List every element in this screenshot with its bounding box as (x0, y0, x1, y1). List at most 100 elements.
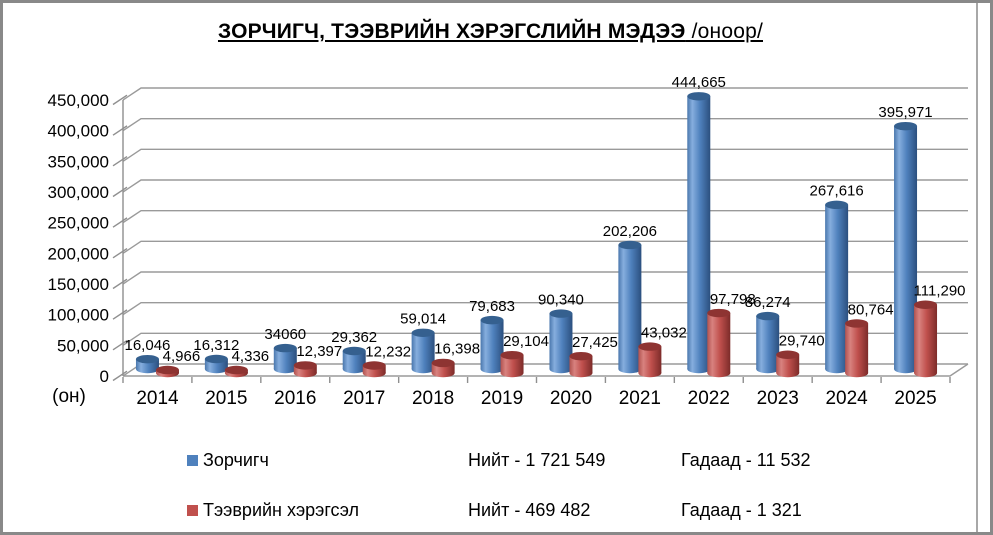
bar-top-s1-2019 (500, 350, 524, 360)
bar-body-s0-2019 (480, 320, 504, 369)
x-category-label: 2016 (274, 388, 316, 409)
bar-top-s0-2022 (687, 92, 711, 101)
bar-body-s1-2025 (914, 304, 938, 373)
data-label: 111,290 (914, 283, 966, 300)
x-category-label: 2015 (205, 388, 247, 409)
bar-body-s1-2022 (707, 313, 731, 373)
bar-body-s0-2017 (342, 350, 366, 369)
bar-body-s1-2020 (569, 356, 593, 373)
y-axis-tick-label: 100,000 (48, 306, 109, 325)
bar-top-s1-2017 (362, 361, 386, 370)
bar-chart-plot: 0 50,000 100,000 150,000 200,000 250,000 300,0… (48, 74, 969, 409)
gridline (122, 87, 968, 101)
data-label: 90,340 (538, 291, 584, 308)
bar-top-s1-2020 (569, 351, 593, 361)
bar-body-s1-2023 (776, 354, 800, 373)
bar-body-s0-2023 (756, 316, 780, 369)
y-axis-tick-label: 150,000 (48, 275, 109, 294)
bar-body-s0-2022 (687, 96, 711, 370)
x-category-label: 2020 (550, 388, 592, 409)
bar-body-s1-2019 (500, 355, 524, 373)
bar-top-s0-2017 (342, 346, 366, 356)
bar-body-s1-2021 (638, 346, 662, 373)
x-category-label: 2024 (825, 388, 868, 409)
y-axis-tick (112, 309, 128, 320)
y-axis-tick-label: 400,000 (48, 122, 109, 141)
bar-body-s0-2025 (894, 126, 918, 369)
bar-top-s0-2019 (480, 315, 504, 325)
bar-body-s1-2018 (431, 362, 455, 373)
data-label: 12,232 (365, 343, 411, 360)
y-axis-tick-label: 350,000 (48, 152, 109, 171)
x-axis-unit-label: (он) (52, 386, 86, 407)
x-category-label: 2014 (136, 388, 179, 409)
x-category-label: 2018 (412, 388, 454, 409)
legend-foreign-value: Гадаад - 11 532 (681, 450, 811, 470)
x-category-label: 2025 (894, 388, 936, 409)
legend-total-value: Нийт - 1 721 549 (468, 450, 606, 470)
y-axis-tick (112, 370, 128, 382)
y-axis-tick (112, 94, 128, 106)
bar-top-s1-2014 (155, 365, 179, 375)
chart-title-main: ЗОРЧИГЧ, ТЭЭВРИЙН ХЭРЭГСЛИЙН МЭДЭЭ (217, 20, 686, 43)
data-label: 79,683 (469, 298, 515, 315)
bar-top-s0-2015 (204, 354, 228, 364)
bar-top-s1-2022 (707, 308, 731, 318)
data-label: 202,206 (603, 223, 657, 240)
data-label: 29,740 (779, 333, 825, 350)
data-label: 4,336 (232, 348, 270, 365)
bar-top-s0-2021 (618, 240, 642, 250)
chart-title-suffix: /оноор/ (685, 20, 763, 43)
data-label: 16,046 (125, 337, 171, 354)
y-axis-tick-label: 0 (100, 367, 109, 386)
data-label: 43,032 (641, 324, 687, 341)
y-axis-tick-label: 200,000 (48, 244, 109, 263)
bar-body-s0-2024 (825, 204, 849, 369)
data-label: 4,966 (163, 348, 201, 365)
data-label: 59,014 (400, 311, 446, 328)
legend-label: Тээврийн хэрэгсэл (203, 500, 360, 520)
chart-title: ЗОРЧИГЧ, ТЭЭВРИЙН ХЭРЭГСЛИЙН МЭДЭЭ /оноо… (3, 20, 978, 44)
data-label: 267,616 (810, 183, 864, 200)
bar-body-s0-2014 (135, 359, 159, 369)
gridline (122, 117, 968, 132)
chart-right-edge-divider (976, 3, 978, 532)
bar-top-s1-2015 (224, 365, 248, 375)
data-label: 444,665 (672, 74, 726, 91)
y-axis-tick (112, 125, 128, 136)
bar-top-s1-2018 (431, 358, 455, 368)
floor-front-edge (123, 363, 969, 377)
bar-body-s0-2016 (273, 348, 297, 369)
data-label: 86,274 (745, 294, 791, 311)
y-axis-tick-label: 50,000 (57, 336, 109, 355)
legend-row-passengers: Зорчигч Нийт - 1 721 549 Гадаад - 11 532 (3, 450, 978, 476)
data-label: 16,398 (434, 341, 480, 358)
data-label: 97,798 (710, 291, 756, 308)
x-category-label: 2021 (619, 388, 661, 409)
data-label: 27,425 (572, 334, 618, 351)
data-label: 12,397 (296, 343, 342, 360)
legend-label: Зорчигч (203, 450, 269, 470)
bar-body-s0-2021 (618, 244, 642, 369)
gridline (122, 148, 968, 162)
data-label: 29,104 (503, 333, 549, 350)
y-axis-tick (112, 247, 128, 259)
y-axis-tick-label: 450,000 (48, 91, 109, 110)
legend-foreign-value: Гадаад - 1 321 (681, 500, 802, 520)
bar-top-s1-2025 (914, 300, 938, 309)
x-category-label: 2023 (757, 388, 799, 409)
x-category-label: 2019 (481, 388, 523, 409)
data-label: 395,971 (878, 104, 932, 121)
chart-title-text: ЗОРЧИГЧ, ТЭЭВРИЙН ХЭРЭГСЛИЙН МЭДЭЭ /оноо… (218, 20, 763, 43)
data-label: 80,764 (848, 301, 894, 318)
legend-total-value: Нийт - 469 482 (468, 500, 591, 520)
bar-top-s0-2014 (135, 354, 159, 364)
x-category-label: 2017 (343, 388, 385, 409)
data-label: 16,312 (193, 337, 239, 354)
bar-body-s0-2020 (549, 313, 573, 369)
bar-top-s1-2016 (293, 361, 317, 370)
bar-top-s0-2018 (411, 328, 435, 338)
y-axis-tick (112, 278, 128, 290)
bar-top-s0-2023 (756, 311, 780, 321)
